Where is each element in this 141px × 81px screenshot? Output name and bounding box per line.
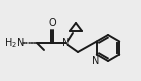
Text: N: N: [62, 38, 70, 48]
Text: H$_2$N: H$_2$N: [4, 36, 24, 50]
Text: N: N: [92, 55, 99, 66]
Text: O: O: [48, 18, 56, 28]
